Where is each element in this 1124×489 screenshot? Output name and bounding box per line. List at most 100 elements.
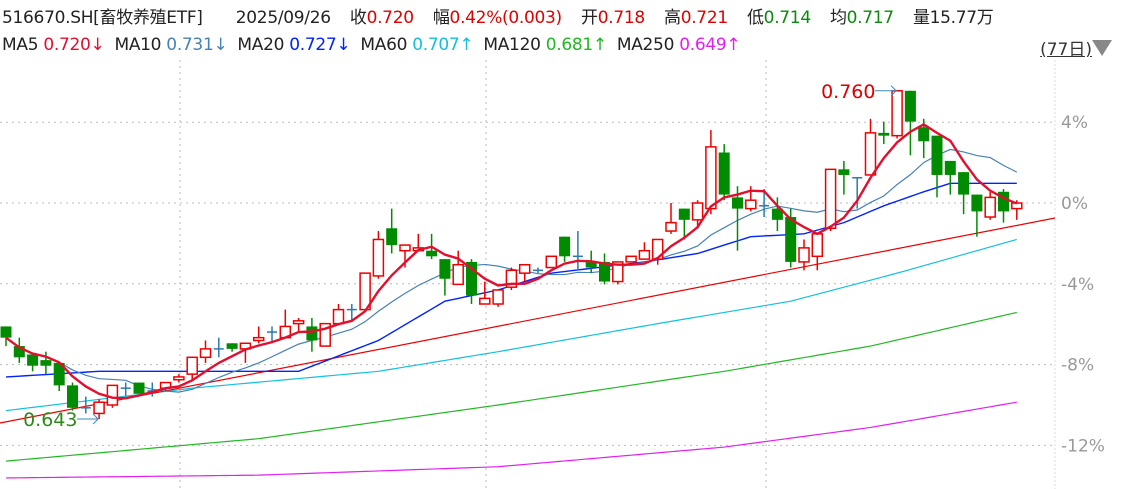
- candle-body: [452, 263, 464, 286]
- candle: [226, 343, 238, 352]
- candle: [239, 342, 252, 363]
- candle-body: [53, 362, 65, 386]
- candle: [904, 90, 916, 156]
- candle-body: [638, 249, 651, 260]
- y-tick-label: 0%: [1061, 194, 1088, 214]
- candle-body: [399, 244, 411, 252]
- candle-body: [612, 261, 624, 283]
- candle: [93, 399, 105, 420]
- candle-body: [665, 221, 677, 232]
- candle: [559, 236, 571, 262]
- ma-legend: MA5 0.720↓ MA10 0.731↓ MA20 0.727↓ MA60 0.7…: [2, 35, 750, 55]
- candle: [705, 130, 717, 215]
- candle: [984, 191, 996, 220]
- candle-body: [106, 384, 119, 406]
- candle: [718, 144, 730, 201]
- candle: [864, 118, 877, 176]
- candle: [798, 239, 810, 271]
- candle-body: [918, 127, 930, 142]
- candle: [838, 160, 850, 195]
- candle-body: [891, 90, 903, 137]
- candle: [824, 168, 837, 232]
- candle: [386, 208, 398, 254]
- ma-legend-value: 0.720↓: [43, 35, 105, 55]
- candle-body: [173, 376, 185, 381]
- open-value: 0.718: [597, 8, 645, 28]
- candle-body: [958, 172, 970, 195]
- candle-body: [226, 343, 238, 349]
- quote-date: 2025/09/26: [235, 8, 331, 28]
- candle: [53, 362, 65, 391]
- ma-legend-label: MA60: [360, 35, 413, 55]
- low-value: 0.714: [763, 8, 811, 28]
- candle: [27, 354, 39, 372]
- candle: [67, 382, 78, 411]
- candle-body: [931, 135, 943, 175]
- candle: [625, 255, 637, 263]
- candle: [599, 253, 610, 285]
- candle: [878, 121, 890, 145]
- candle-body: [0, 326, 12, 338]
- candle: [533, 267, 543, 274]
- volume-value: 15.77万: [929, 8, 994, 28]
- candle: [944, 160, 956, 195]
- close-value: 0.720: [366, 8, 414, 28]
- annotation-arrowhead: [890, 85, 897, 97]
- candle: [479, 281, 491, 305]
- high-label: 高: [663, 8, 681, 28]
- candle-body: [93, 401, 105, 415]
- change-label: 幅: [432, 8, 450, 28]
- candle-body: [133, 382, 145, 394]
- candle-body: [1011, 202, 1023, 210]
- candle-body: [904, 90, 916, 122]
- candle-body: [971, 194, 983, 212]
- candle-body: [386, 228, 398, 246]
- candle-body: [252, 336, 265, 342]
- avg-label: 均: [829, 8, 847, 28]
- dropdown-triangle-icon[interactable]: [1092, 40, 1112, 56]
- ma250-line: [5, 401, 1017, 479]
- candle-body: [585, 261, 597, 268]
- candle: [186, 356, 198, 380]
- security-code: 516670.SH[畜牧养殖ETF]: [2, 8, 203, 28]
- candle-body: [718, 152, 730, 195]
- volume-label: 量: [912, 8, 930, 28]
- candle-body: [545, 255, 558, 269]
- candle-body: [798, 247, 810, 263]
- y-tick-label: -12%: [1061, 436, 1105, 456]
- candle: [678, 208, 690, 240]
- quote-header: 516670.SH[畜牧养殖ETF] 2025/09/26 收0.720 幅 0.…: [2, 3, 994, 28]
- candle-body: [691, 202, 704, 221]
- close-label: 收: [349, 8, 367, 28]
- candle: [306, 318, 318, 352]
- candle: [958, 172, 970, 215]
- ma-legend-label: MA20: [237, 35, 290, 55]
- candle: [771, 197, 783, 232]
- candle: [292, 318, 305, 333]
- candle: [545, 255, 558, 269]
- candle: [199, 340, 212, 363]
- candle-body: [559, 236, 571, 257]
- ma-legend-label: MA5: [2, 35, 44, 55]
- candle-body: [824, 168, 837, 229]
- candle: [638, 242, 651, 260]
- candle-body: [13, 346, 25, 358]
- ma-legend-value: 0.731↓: [166, 35, 228, 55]
- candle-body: [492, 289, 504, 305]
- candle-body: [505, 269, 518, 288]
- candle-body: [625, 255, 637, 263]
- candle-body: [984, 196, 996, 218]
- candle-body: [732, 197, 743, 209]
- ma-legend-label: MA120: [483, 35, 546, 55]
- candle-body: [944, 160, 956, 175]
- candle: [0, 326, 12, 347]
- candle: [931, 135, 943, 198]
- candle: [665, 203, 677, 234]
- period-selector[interactable]: (77日): [1040, 40, 1092, 60]
- high-value: 0.721: [680, 8, 728, 28]
- candle-body: [479, 297, 491, 305]
- candle-body: [785, 217, 797, 262]
- ma-legend-value: 0.707↑: [412, 35, 474, 55]
- price-annotation: 0.643: [23, 409, 77, 431]
